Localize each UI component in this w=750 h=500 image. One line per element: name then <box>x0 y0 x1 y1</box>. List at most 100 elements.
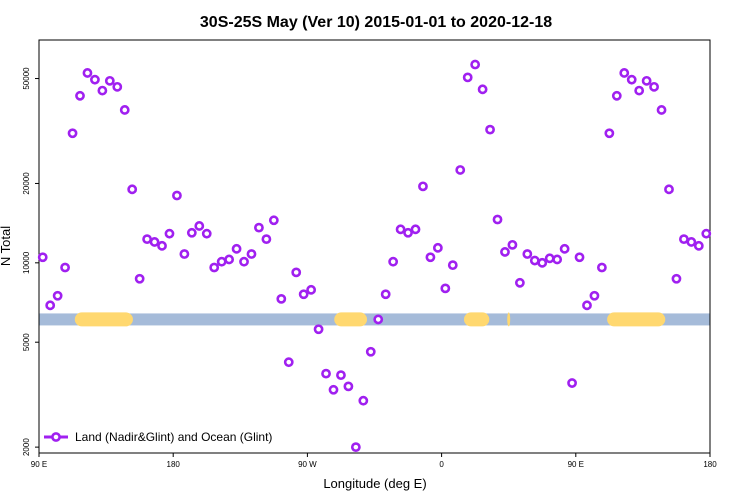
data-point <box>350 442 361 453</box>
plot-frame <box>38 39 711 454</box>
data-point <box>134 273 145 284</box>
data-point <box>432 242 443 253</box>
legend-label: Land (Nadir&Glint) and Ocean (Glint) <box>75 430 272 444</box>
data-point <box>52 290 63 301</box>
x-axis: 90 E 180 90 W 0 90 E 180 <box>31 453 717 469</box>
data-point <box>179 249 190 259</box>
x-tick-label: 90 E <box>31 460 47 469</box>
data-point <box>514 277 525 288</box>
data-point <box>127 184 138 195</box>
data-point <box>268 215 279 226</box>
data-point <box>656 105 667 115</box>
data-point <box>395 224 406 235</box>
data-point <box>306 284 317 295</box>
data-point <box>552 254 563 265</box>
land-band-segment <box>507 312 511 327</box>
x-axis-label: Longitude (deg E) <box>323 476 426 491</box>
data-point <box>455 165 466 175</box>
data-point <box>216 256 227 267</box>
data-point <box>619 68 630 78</box>
data-point <box>589 290 600 301</box>
legend-marker <box>51 432 61 442</box>
data-point <box>142 234 153 245</box>
data-point <box>276 293 287 304</box>
y-tick-label: 5000 <box>22 333 31 351</box>
data-point <box>164 228 175 239</box>
data-point <box>641 75 652 86</box>
data-point <box>492 214 503 225</box>
data-point <box>477 84 488 95</box>
data-point <box>97 85 108 96</box>
data-point <box>567 378 577 388</box>
x-tick-label: 180 <box>703 460 717 469</box>
data-point <box>671 273 682 284</box>
data-point <box>224 254 235 265</box>
data-point <box>440 283 451 294</box>
data-point <box>410 224 421 235</box>
data-point <box>537 257 548 268</box>
data-point <box>104 75 115 86</box>
x-tick-label: 90 W <box>298 460 317 469</box>
data-point <box>45 300 56 311</box>
chart-title: 30S-25S May (Ver 10) 2015-01-01 to 2020-… <box>200 14 552 31</box>
data-point <box>365 346 376 357</box>
data-point <box>239 256 249 267</box>
data-point <box>693 240 704 251</box>
data-point <box>574 252 585 263</box>
data-point <box>582 300 592 311</box>
data-point <box>559 243 570 254</box>
data-point <box>172 190 182 201</box>
land-band-segment <box>607 312 666 327</box>
data-point <box>201 228 212 239</box>
data-points <box>37 59 712 453</box>
data-point <box>186 227 197 238</box>
data-point <box>313 324 324 335</box>
data-point <box>425 252 436 263</box>
data-point <box>246 249 257 259</box>
data-point <box>380 289 391 300</box>
data-point <box>119 105 130 115</box>
data-point <box>328 384 339 395</box>
data-point <box>485 124 495 135</box>
data-point <box>261 234 272 245</box>
data-point <box>544 253 555 264</box>
y-axis-label: N Total <box>0 226 13 266</box>
y-tick-label: 20000 <box>22 172 31 195</box>
data-point <box>500 247 510 257</box>
data-point <box>529 255 540 266</box>
data-point <box>321 368 331 379</box>
data-point <box>403 227 413 238</box>
data-point <box>194 221 205 231</box>
data-point <box>507 239 518 250</box>
data-point <box>686 237 697 247</box>
land-band-segment <box>463 312 490 327</box>
data-point <box>664 184 674 195</box>
y-tick-label: 10000 <box>22 251 31 274</box>
x-tick-label: 90 E <box>568 460 584 469</box>
data-point <box>90 74 100 85</box>
y-axis: 2000 5000 10000 20000 50000 <box>22 67 39 456</box>
x-tick-label: 0 <box>439 460 444 469</box>
data-point <box>418 181 428 192</box>
data-point <box>373 314 384 325</box>
data-point <box>626 74 637 85</box>
data-point <box>447 260 458 271</box>
data-point <box>298 289 309 300</box>
data-point <box>462 72 473 83</box>
y-tick-label: 2000 <box>22 438 31 456</box>
data-point <box>522 249 533 259</box>
legend: Land (Nadir&Glint) and Ocean (Glint) <box>44 430 272 444</box>
data-point <box>470 59 481 70</box>
data-point <box>75 90 85 101</box>
data-point <box>149 237 160 247</box>
land-band-segment <box>334 312 368 327</box>
data-point <box>283 357 294 368</box>
data-point <box>37 252 48 263</box>
data-point <box>231 243 242 254</box>
data-point <box>67 128 78 139</box>
land-band-segment <box>74 312 133 327</box>
x-tick-label: 180 <box>167 460 181 469</box>
data-point <box>611 90 622 101</box>
data-point <box>157 240 167 251</box>
data-point <box>649 81 659 92</box>
